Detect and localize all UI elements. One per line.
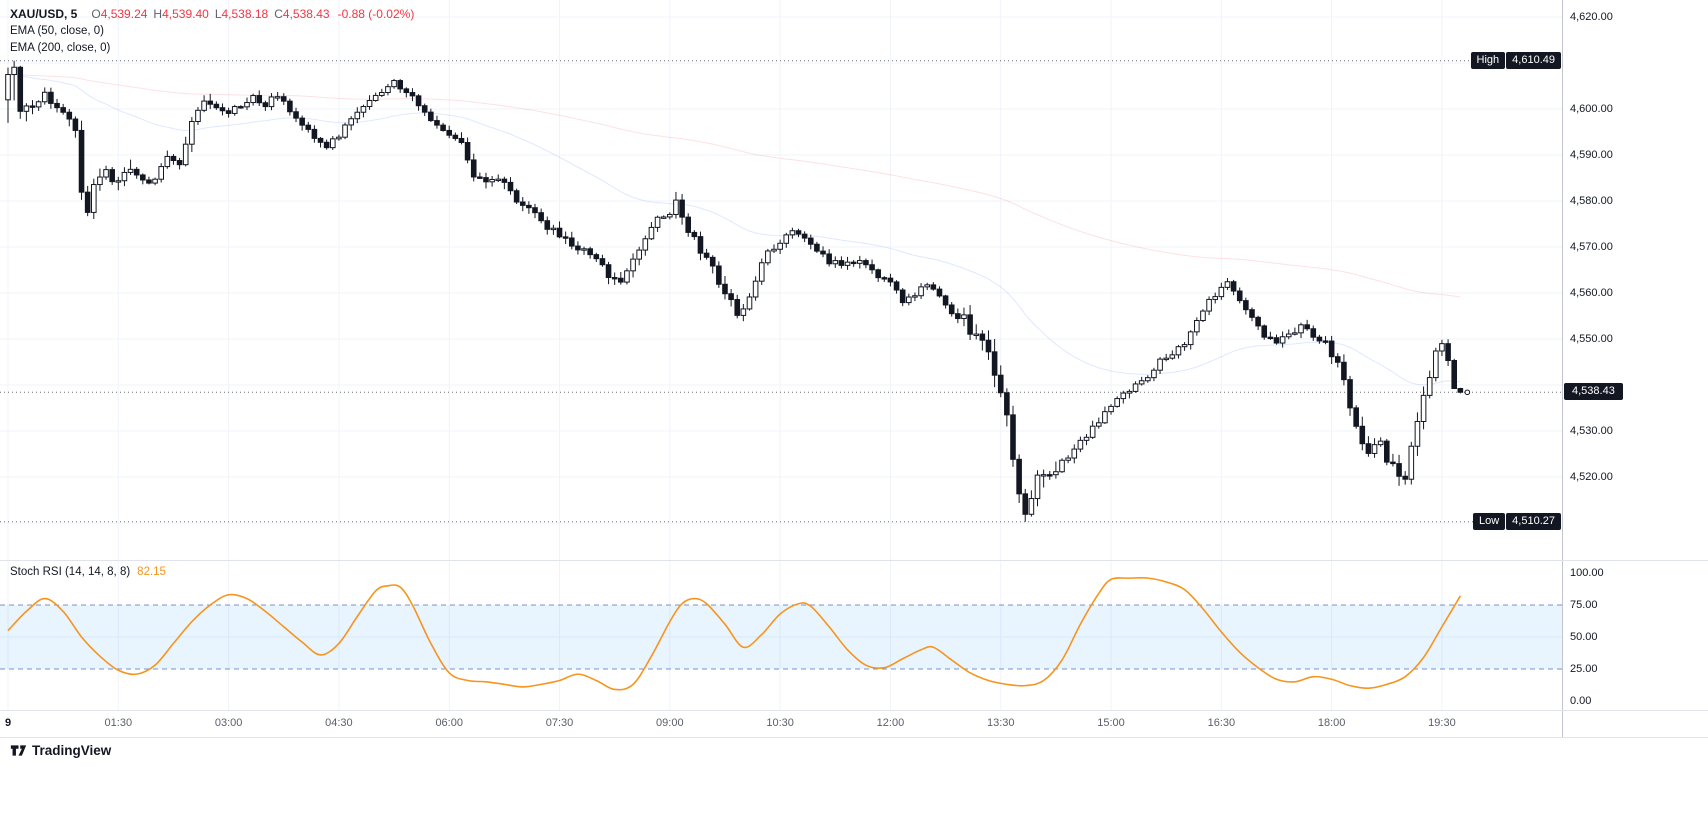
chart-legend: XAU/USD, 5 O4,539.24 H4,539.40 L4,538.18 C4,… [10,6,414,57]
time-tick-label: 01:30 [104,717,133,729]
price-tick-label: 4,590.00 [1570,149,1613,162]
stoch-rsi-title: Stoch RSI (14, 14, 8, 8) [10,566,131,578]
low-price-label: Low 4,510.27 [1472,513,1561,531]
price-chart-canvas [0,0,1562,560]
time-tick-label: 16:30 [1207,717,1236,729]
change-value: -0.88 (-0.02%) [337,7,415,21]
ohlc-close-label: C [274,7,283,21]
chart-bottom-border [0,737,1708,738]
time-tick-label: 07:30 [545,717,574,729]
price-tick-label: 4,550.00 [1570,333,1613,346]
tradingview-logo-icon [10,745,27,756]
ohlc-high-label: H [153,7,163,21]
high-tag: High [1470,52,1506,70]
time-tick-label: 04:30 [325,717,353,729]
price-tick-label: 4,570.00 [1570,241,1613,254]
time-tick-label: 06:00 [435,717,463,729]
time-axis-separator [0,710,1708,711]
time-tick-label: 15:00 [1097,717,1125,729]
time-tick-label: 19:30 [1428,717,1456,729]
time-axis[interactable]: 9 01:30 03:00 04:30 06:00 07:30 09:00 10:30 12:0… [0,710,1562,737]
time-tick-label: 13:30 [986,717,1015,729]
ohlc-low-label: L [214,7,222,21]
last-price-label: 4,538.43 [1564,383,1623,401]
ohlc-high-value: 4,539.40 [162,7,209,21]
price-tick-label: 4,530.00 [1570,425,1613,438]
ohlc-open-label: O [91,7,101,21]
time-tick-label: 9 [4,717,12,729]
low-tag: Low [1472,513,1506,531]
price-tick-label: 4,580.00 [1570,195,1613,208]
stoch-rsi-legend[interactable]: Stoch RSI (14, 14, 8, 8) 82.15 [10,566,166,578]
ohlc-low-value: 4,538.18 [221,7,269,21]
candlestick-pane[interactable] [0,0,1562,560]
price-tick-label: 4,520.00 [1570,471,1613,484]
stoch-tick-label: 0.00 [1570,695,1592,707]
time-tick-label: 18:00 [1317,717,1346,729]
stoch-tick-label: 75.00 [1570,599,1598,611]
price-axis[interactable]: 4,538.43 4,620.00 4,600.00 4,590.00 4,580.0… [1562,0,1708,737]
time-tick-label: 10:30 [766,717,794,729]
stoch-tick-label: 25.00 [1570,663,1598,675]
tradingview-attribution[interactable]: TradingView [10,742,111,759]
time-tick-label: 03:00 [214,717,243,729]
price-tick-label: 4,560.00 [1570,287,1613,300]
price-tick-label: 4,600.00 [1570,103,1613,116]
time-tick-label: 12:00 [876,717,905,729]
price-tick-label: 4,620.00 [1570,11,1613,24]
stoch-tick-label: 100.00 [1570,567,1604,579]
stoch-rsi-value: 82.15 [137,566,166,578]
symbol-legend-row[interactable]: XAU/USD, 5 O4,539.24 H4,539.40 L4,538.18 C4,… [10,6,414,23]
stoch-rsi-pane[interactable] [0,560,1562,710]
high-value: 4,610.49 [1506,52,1561,70]
symbol-title: XAU/USD, 5 [10,7,78,21]
stoch-rsi-canvas [0,560,1562,710]
stoch-tick-label: 50.00 [1570,631,1598,643]
ohlc-close-value: 4,538.43 [282,7,330,21]
high-price-label: High 4,610.49 [1470,52,1561,70]
low-value: 4,510.27 [1506,513,1561,531]
ema50-legend[interactable]: EMA (50, close, 0) [10,25,104,37]
time-tick-label: 09:00 [656,717,684,729]
pane-separator[interactable] [0,560,1708,561]
ohlc-open-value: 4,539.24 [100,7,148,21]
tradingview-brand: TradingView [32,743,112,758]
ema200-legend[interactable]: EMA (200, close, 0) [10,42,111,54]
